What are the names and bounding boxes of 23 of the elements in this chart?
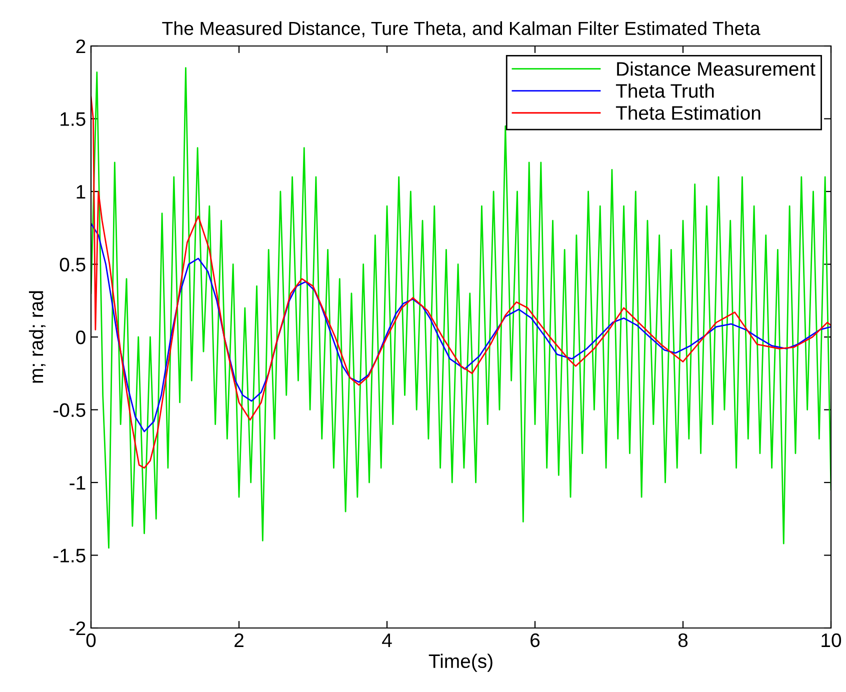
y-tick-label: -0.5 — [54, 403, 86, 417]
y-tick-label: 1 — [76, 185, 86, 199]
y-tick-label: 1.5 — [60, 112, 86, 126]
line-series — [91, 96, 831, 469]
y-tick-label: -2 — [70, 621, 86, 636]
x-tick-label: 6 — [530, 633, 540, 648]
y-tick-label: 2 — [76, 39, 86, 54]
legend-label: Theta Truth — [616, 84, 714, 98]
y-tick-label: 0.5 — [60, 258, 86, 272]
y-tick-label: -1 — [70, 476, 86, 490]
x-axis-title: Time(s) — [428, 654, 492, 672]
chart-title: The Measured Distance, Ture Theta, and Kalman Filter Estimated Theta — [162, 21, 760, 38]
legend-label: Distance Measurement — [617, 62, 816, 76]
x-tick-label: 4 — [382, 634, 392, 647]
y-axis-title: m; rad; rad — [28, 291, 46, 383]
y-tick-label: 0 — [76, 330, 86, 344]
y-tick-label: -1.5 — [54, 548, 86, 562]
x-tick-label: 2 — [234, 633, 244, 647]
x-tick-label: 8 — [678, 633, 688, 648]
x-tick-label: 0 — [86, 633, 96, 648]
legend-label: Theta Estimation — [616, 106, 760, 120]
line-series — [91, 222, 831, 432]
x-tick-label: 10 — [822, 633, 842, 648]
